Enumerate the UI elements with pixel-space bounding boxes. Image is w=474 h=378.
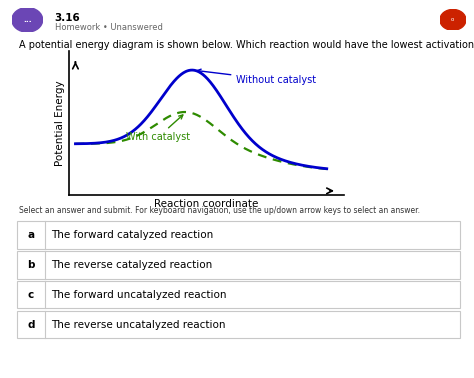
Text: o: o: [451, 17, 455, 22]
Text: Homework • Unanswered: Homework • Unanswered: [55, 23, 163, 33]
Text: The reverse uncatalyzed reaction: The reverse uncatalyzed reaction: [51, 319, 226, 330]
Y-axis label: Potential Energy: Potential Energy: [55, 80, 64, 166]
Text: c: c: [27, 290, 34, 300]
Text: Select an answer and submit. For keyboard navigation, use the up/down arrow keys: Select an answer and submit. For keyboar…: [19, 206, 420, 215]
Text: A potential energy diagram is shown below. Which reaction would have the lowest : A potential energy diagram is shown belo…: [19, 40, 474, 50]
Circle shape: [440, 9, 466, 30]
Text: d: d: [27, 319, 35, 330]
Text: a: a: [27, 230, 35, 240]
Text: The forward catalyzed reaction: The forward catalyzed reaction: [51, 230, 213, 240]
Text: ...: ...: [23, 15, 32, 24]
Text: Without catalyst: Without catalyst: [197, 69, 317, 85]
Text: b: b: [27, 260, 35, 270]
Text: 3.16: 3.16: [55, 13, 80, 23]
X-axis label: Reaction coordinate: Reaction coordinate: [154, 199, 258, 209]
Text: With catalyst: With catalyst: [126, 115, 190, 143]
Text: The forward uncatalyzed reaction: The forward uncatalyzed reaction: [51, 290, 227, 300]
Text: The reverse catalyzed reaction: The reverse catalyzed reaction: [51, 260, 212, 270]
Circle shape: [12, 8, 43, 32]
